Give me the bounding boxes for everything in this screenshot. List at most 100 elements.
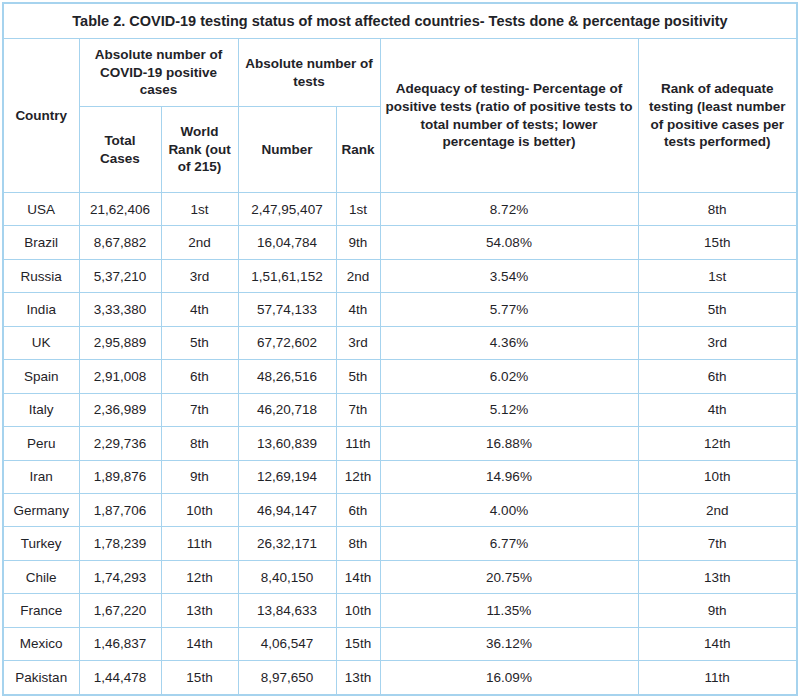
cell-world-rank: 3rd — [161, 259, 238, 292]
column-header-adequacy-rank: Rank of adequate testing (least number o… — [638, 39, 797, 193]
column-header-positive-cases-group: Absolute number of COVID-19 positive cas… — [79, 39, 238, 107]
cell-tests-rank: 11th — [336, 427, 380, 460]
cell-world-rank: 12th — [161, 560, 238, 593]
cell-adequacy-rank: 5th — [638, 293, 797, 326]
table-row: Brazil8,67,8822nd16,04,7849th54.08%15th — [3, 226, 797, 259]
cell-tests-number: 8,40,150 — [238, 560, 336, 593]
cell-tests-rank: 1st — [336, 193, 380, 226]
table-row: Spain2,91,0086th48,26,5165th6.02%6th — [3, 360, 797, 393]
table-row: Italy2,36,9897th46,20,7187th5.12%4th — [3, 393, 797, 426]
cell-tests-number: 57,74,133 — [238, 293, 336, 326]
cell-country: India — [3, 293, 79, 326]
table-row: France1,67,22013th13,84,63310th11.35%9th — [3, 594, 797, 627]
cell-world-rank: 5th — [161, 326, 238, 359]
cell-world-rank: 8th — [161, 427, 238, 460]
cell-tests-number: 16,04,784 — [238, 226, 336, 259]
cell-total-cases: 1,74,293 — [79, 560, 161, 593]
cell-adequacy-rank: 10th — [638, 460, 797, 493]
cell-total-cases: 1,78,239 — [79, 527, 161, 560]
cell-adequacy-rank: 1st — [638, 259, 797, 292]
cell-total-cases: 2,36,989 — [79, 393, 161, 426]
cell-positivity: 54.08% — [380, 226, 638, 259]
cell-world-rank: 6th — [161, 360, 238, 393]
cell-tests-rank: 7th — [336, 393, 380, 426]
cell-total-cases: 2,95,889 — [79, 326, 161, 359]
cell-tests-rank: 13th — [336, 661, 380, 695]
cell-positivity: 16.09% — [380, 661, 638, 695]
cell-world-rank: 7th — [161, 393, 238, 426]
cell-tests-number: 12,69,194 — [238, 460, 336, 493]
table-title: Table 2. COVID-19 testing status of most… — [3, 3, 797, 39]
table-row: Peru2,29,7368th13,60,83911th16.88%12th — [3, 427, 797, 460]
column-header-adequacy: Adequacy of testing- Percentage of posit… — [380, 39, 638, 193]
cell-adequacy-rank: 15th — [638, 226, 797, 259]
table-header: Table 2. COVID-19 testing status of most… — [3, 3, 797, 193]
cell-world-rank: 13th — [161, 594, 238, 627]
cell-total-cases: 1,46,837 — [79, 627, 161, 660]
cell-adequacy-rank: 11th — [638, 661, 797, 695]
cell-adequacy-rank: 13th — [638, 560, 797, 593]
cell-adequacy-rank: 7th — [638, 527, 797, 560]
cell-world-rank: 2nd — [161, 226, 238, 259]
cell-positivity: 5.12% — [380, 393, 638, 426]
column-header-total-cases: Total Cases — [79, 107, 161, 193]
table-row: Chile1,74,29312th8,40,15014th20.75%13th — [3, 560, 797, 593]
cell-positivity: 4.00% — [380, 493, 638, 526]
cell-tests-number: 67,72,602 — [238, 326, 336, 359]
table-row: Turkey1,78,23911th26,32,1718th6.77%7th — [3, 527, 797, 560]
cell-adequacy-rank: 14th — [638, 627, 797, 660]
cell-positivity: 6.77% — [380, 527, 638, 560]
cell-tests-rank: 8th — [336, 527, 380, 560]
cell-total-cases: 8,67,882 — [79, 226, 161, 259]
table-row: Germany1,87,70610th46,94,1476th4.00%2nd — [3, 493, 797, 526]
cell-positivity: 4.36% — [380, 326, 638, 359]
cell-country: Peru — [3, 427, 79, 460]
table-row: UK2,95,8895th67,72,6023rd4.36%3rd — [3, 326, 797, 359]
cell-total-cases: 1,89,876 — [79, 460, 161, 493]
cell-world-rank: 14th — [161, 627, 238, 660]
cell-adequacy-rank: 3rd — [638, 326, 797, 359]
cell-tests-rank: 3rd — [336, 326, 380, 359]
cell-tests-number: 26,32,171 — [238, 527, 336, 560]
cell-positivity: 11.35% — [380, 594, 638, 627]
cell-total-cases: 1,67,220 — [79, 594, 161, 627]
column-header-tests-number: Number — [238, 107, 336, 193]
cell-tests-number: 46,94,147 — [238, 493, 336, 526]
table-row: Russia5,37,2103rd1,51,61,1522nd3.54%1st — [3, 259, 797, 292]
cell-positivity: 36.12% — [380, 627, 638, 660]
cell-tests-rank: 14th — [336, 560, 380, 593]
cell-country: Italy — [3, 393, 79, 426]
table-row: India3,33,3804th57,74,1334th5.77%5th — [3, 293, 797, 326]
cell-total-cases: 1,87,706 — [79, 493, 161, 526]
cell-total-cases: 2,91,008 — [79, 360, 161, 393]
cell-country: USA — [3, 193, 79, 226]
column-header-tests-group: Absolute number of tests — [238, 39, 380, 107]
group-header-row: Country Absolute number of COVID-19 posi… — [3, 39, 797, 107]
cell-country: Iran — [3, 460, 79, 493]
cell-total-cases: 2,29,736 — [79, 427, 161, 460]
column-header-world-rank: World Rank (out of 215) — [161, 107, 238, 193]
cell-tests-number: 1,51,61,152 — [238, 259, 336, 292]
cell-world-rank: 15th — [161, 661, 238, 695]
table-row: USA21,62,4061st2,47,95,4071st8.72%8th — [3, 193, 797, 226]
column-header-tests-rank: Rank — [336, 107, 380, 193]
cell-total-cases: 3,33,380 — [79, 293, 161, 326]
cell-tests-rank: 4th — [336, 293, 380, 326]
cell-tests-number: 4,06,547 — [238, 627, 336, 660]
cell-tests-number: 2,47,95,407 — [238, 193, 336, 226]
table-row: Iran1,89,8769th12,69,19412th14.96%10th — [3, 460, 797, 493]
cell-country: Spain — [3, 360, 79, 393]
cell-tests-rank: 9th — [336, 226, 380, 259]
cell-country: France — [3, 594, 79, 627]
cell-tests-number: 13,84,633 — [238, 594, 336, 627]
table-body: USA21,62,4061st2,47,95,4071st8.72%8thBra… — [3, 193, 797, 696]
cell-world-rank: 4th — [161, 293, 238, 326]
cell-total-cases: 21,62,406 — [79, 193, 161, 226]
cell-tests-rank: 12th — [336, 460, 380, 493]
table-row: Mexico1,46,83714th4,06,54715th36.12%14th — [3, 627, 797, 660]
cell-total-cases: 1,44,478 — [79, 661, 161, 695]
cell-country: Brazil — [3, 226, 79, 259]
cell-adequacy-rank: 8th — [638, 193, 797, 226]
cell-positivity: 3.54% — [380, 259, 638, 292]
cell-country: UK — [3, 326, 79, 359]
